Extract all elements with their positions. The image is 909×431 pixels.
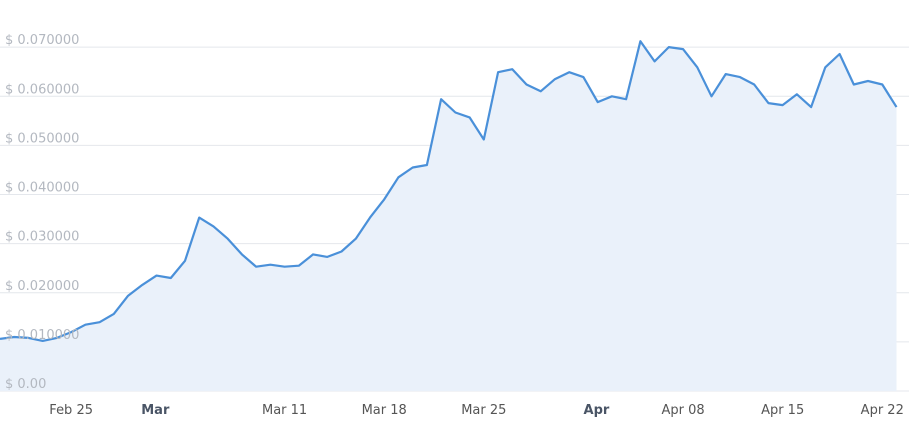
y-tick-label: $ 0.00 <box>5 377 46 392</box>
x-tick-label: Mar 11 <box>262 403 307 418</box>
y-tick-label: $ 0.050000 <box>5 131 79 146</box>
x-tick-label: Mar 18 <box>362 403 407 418</box>
y-tick-label: $ 0.010000 <box>5 328 79 343</box>
series <box>0 40 898 391</box>
x-tick-label: Apr <box>584 403 610 418</box>
x-tick-label: Apr 22 <box>861 403 904 418</box>
area <box>0 41 897 391</box>
y-tick-label: $ 0.040000 <box>5 181 79 196</box>
x-tick-label: Mar 25 <box>461 403 506 418</box>
x-tick-label: Feb 25 <box>49 403 93 418</box>
x-tick-label: Mar <box>141 403 170 418</box>
x-tick-label: Apr 15 <box>761 403 804 418</box>
x-tick-label: Apr 08 <box>661 403 704 418</box>
y-tick-label: $ 0.020000 <box>5 279 79 294</box>
price-line <box>0 40 898 342</box>
labels: $ 0.00 $ 0.010000 $ 0.020000 $ 0.030000 $ 0.… <box>5 33 904 418</box>
y-tick-label: $ 0.030000 <box>5 230 79 245</box>
y-tick-label: $ 0.060000 <box>5 82 79 97</box>
y-tick-label: $ 0.070000 <box>5 33 79 48</box>
